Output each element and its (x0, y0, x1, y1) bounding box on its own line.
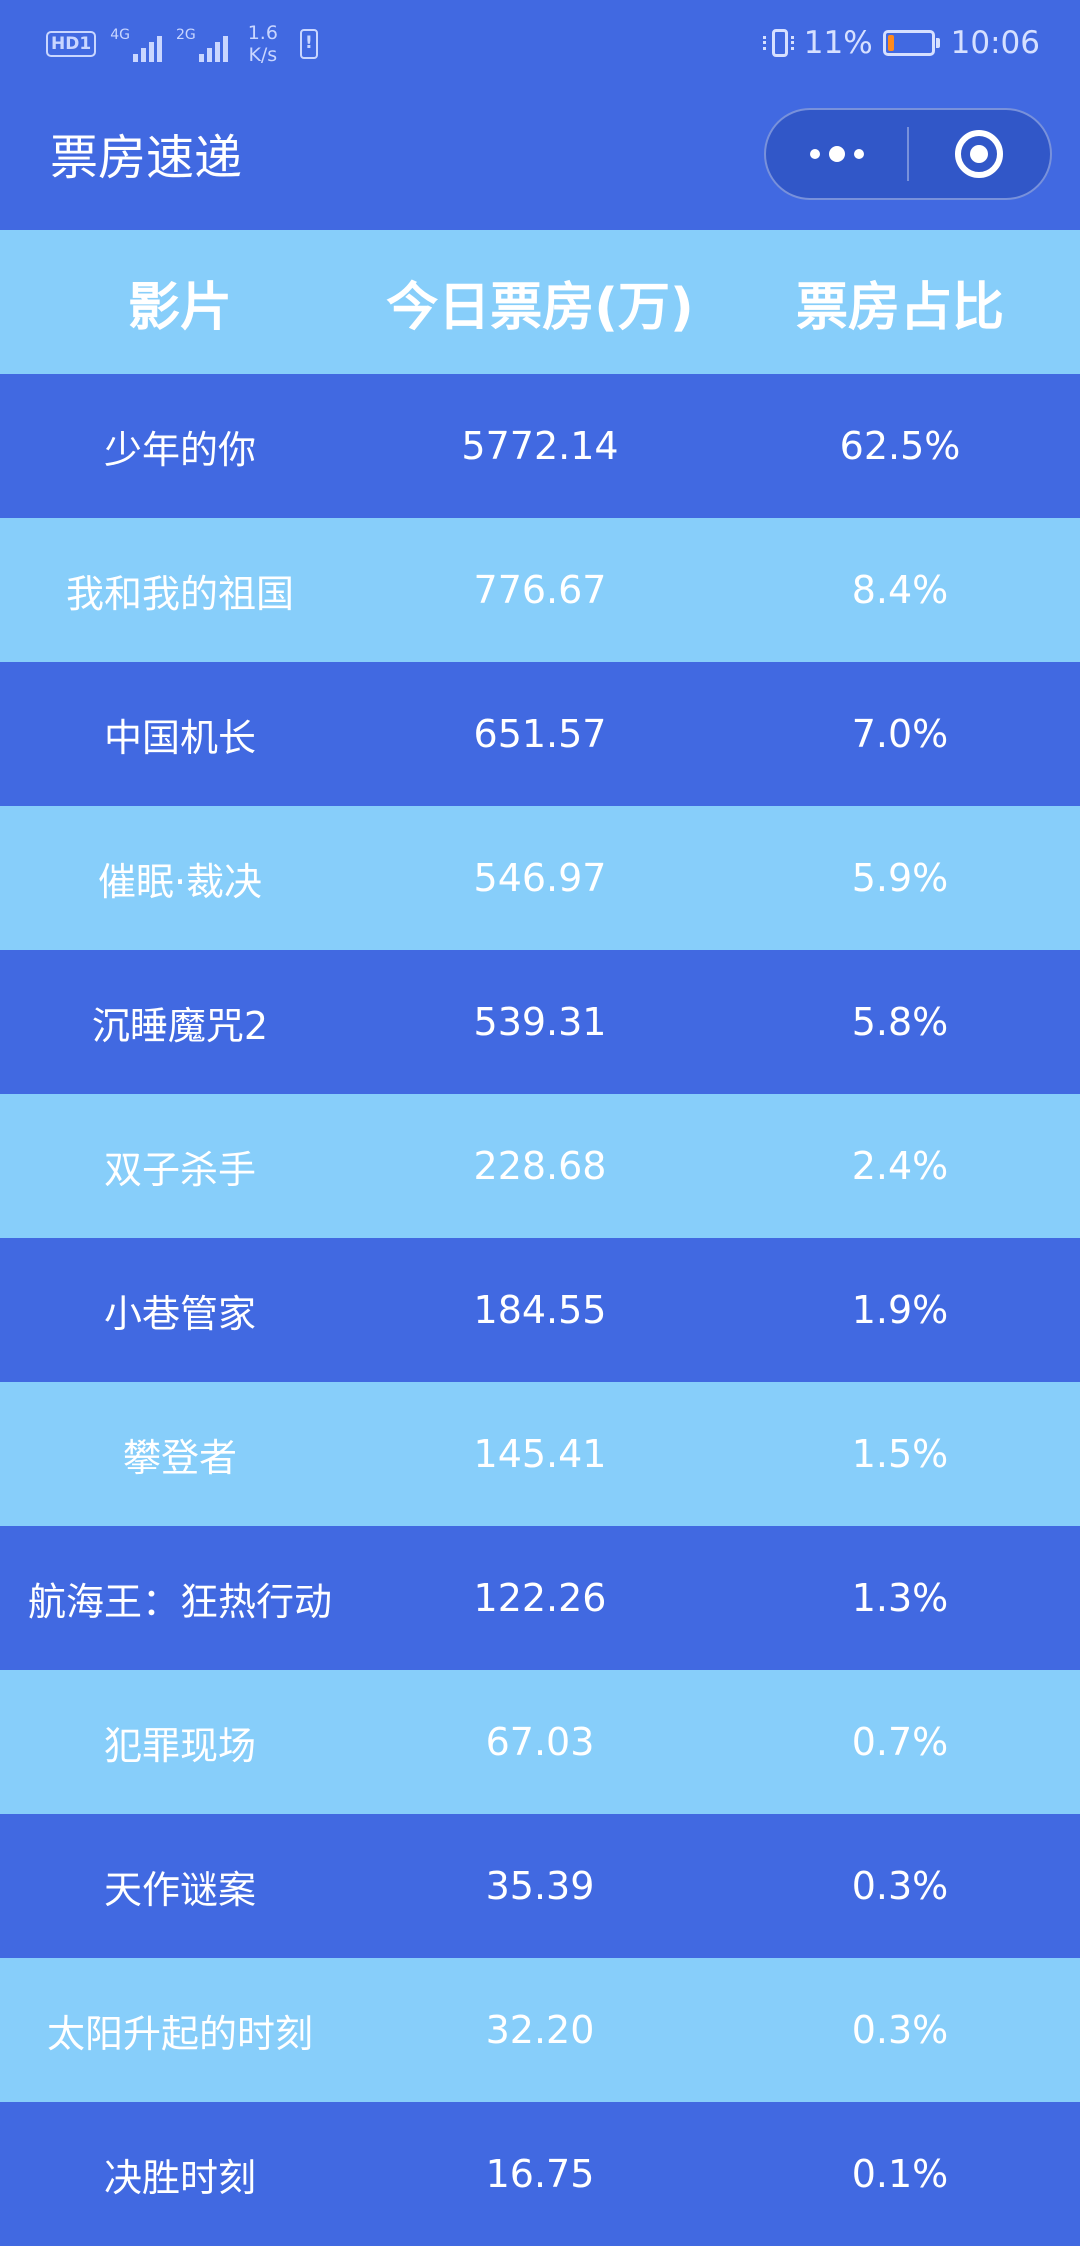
target-circle-icon (955, 130, 1004, 178)
box-office-value: 228.68 (473, 1144, 607, 1188)
box-office-share: 2.4% (851, 1144, 949, 1188)
table-row[interactable]: 攀登者 145.41 1.5% (0, 1382, 1080, 1526)
signal-2g-icon: 2G (176, 26, 228, 62)
table-header: 影片 今日票房(万) 票房占比 (0, 230, 1080, 374)
table-row[interactable]: 犯罪现场 67.03 0.7% (0, 1670, 1080, 1814)
box-office-value: 5772.14 (461, 424, 619, 468)
box-office-share: 0.3% (851, 1864, 949, 1908)
box-office-value: 32.20 (485, 2008, 595, 2052)
film-name: 攀登者 (122, 1435, 237, 1480)
table-row[interactable]: 小巷管家 184.55 1.9% (0, 1238, 1080, 1382)
signal-4g-icon: 4G (110, 26, 162, 62)
signal-bars-1 (132, 32, 162, 62)
table-row[interactable]: 我和我的祖国 776.67 8.4% (0, 518, 1080, 662)
film-name: 我和我的祖国 (65, 571, 294, 616)
battery-level-fill (887, 35, 894, 51)
table-row[interactable]: 少年的你 5772.14 62.5% (0, 374, 1080, 518)
table-row[interactable]: 航海王：狂热行动 122.26 1.3% (0, 1526, 1080, 1670)
box-office-value: 776.67 (473, 568, 607, 612)
box-office-share: 0.7% (851, 1720, 949, 1764)
signal-bars-2 (198, 32, 228, 62)
hd-label: HD (51, 34, 80, 54)
film-name: 中国机长 (103, 715, 256, 760)
film-name: 犯罪现场 (103, 1723, 256, 1768)
more-menu-button[interactable] (766, 110, 907, 198)
box-office-table: 影片 今日票房(万) 票房占比 少年的你 5772.14 62.5% 我和我的祖… (0, 230, 1080, 2246)
film-name: 决胜时刻 (103, 2155, 256, 2200)
box-office-share: 8.4% (851, 568, 949, 612)
box-office-value: 122.26 (473, 1576, 607, 1620)
header-today-box-office: 今日票房(万) (386, 277, 694, 338)
mini-program-capsule (764, 108, 1052, 200)
film-name: 小巷管家 (103, 1291, 256, 1336)
table-row[interactable]: 催眠·裁决 546.97 5.9% (0, 806, 1080, 950)
box-office-value: 651.57 (473, 712, 607, 756)
table-row[interactable]: 沉睡魔咒2 539.31 5.8% (0, 950, 1080, 1094)
box-office-share: 0.3% (851, 2008, 949, 2052)
header-film: 影片 (127, 277, 232, 338)
film-name: 催眠·裁决 (97, 859, 263, 904)
box-office-value: 16.75 (485, 2152, 595, 2196)
film-name: 航海王：狂热行动 (27, 1579, 332, 1624)
table-row[interactable]: 天作谜案 35.39 0.3% (0, 1814, 1080, 1958)
table-row[interactable]: 太阳升起的时刻 32.20 0.3% (0, 1958, 1080, 2102)
box-office-share: 5.9% (851, 856, 949, 900)
box-office-share: 0.1% (851, 2152, 949, 2196)
header-share: 票房占比 (795, 277, 1004, 338)
film-name: 少年的你 (103, 427, 256, 472)
box-office-value: 184.55 (473, 1288, 607, 1332)
film-name: 天作谜案 (103, 1867, 256, 1912)
signal-4g-label: 4G (110, 27, 130, 43)
box-office-value: 67.03 (485, 1720, 595, 1764)
battery-percent: 11% (803, 25, 873, 61)
status-left-group: HD1 4G 2G 1.6 K/s (46, 20, 318, 68)
capsule-divider (907, 127, 909, 181)
status-right-group: 11% 10:06 (762, 20, 1040, 66)
status-bar: HD1 4G 2G 1.6 K/s 11% 10:06 (0, 0, 1080, 86)
hd-sub-label: 1 (79, 34, 92, 54)
box-office-share: 7.0% (851, 712, 949, 756)
box-office-share: 1.9% (851, 1288, 949, 1332)
table-row[interactable]: 决胜时刻 16.75 0.1% (0, 2102, 1080, 2246)
network-speed-value: 1.6 (247, 22, 278, 44)
page-title: 票房速递 (50, 130, 243, 186)
signal-2g-label: 2G (175, 27, 196, 43)
film-name: 沉睡魔咒2 (91, 1003, 269, 1048)
film-name: 双子杀手 (103, 1147, 256, 1192)
box-office-value: 145.41 (473, 1432, 607, 1476)
box-office-value: 546.97 (473, 856, 607, 900)
table-row[interactable]: 双子杀手 228.68 2.4% (0, 1094, 1080, 1238)
box-office-share: 5.8% (851, 1000, 949, 1044)
close-mini-program-button[interactable] (909, 110, 1050, 198)
network-speed: 1.6 K/s (248, 22, 278, 66)
table-row[interactable]: 中国机长 651.57 7.0% (0, 662, 1080, 806)
battery-alert-icon (299, 29, 318, 59)
box-office-value: 539.31 (473, 1000, 607, 1044)
film-name: 太阳升起的时刻 (46, 2011, 313, 2056)
box-office-share: 1.5% (851, 1432, 949, 1476)
network-speed-unit: K/s (248, 44, 278, 66)
box-office-value: 35.39 (485, 1864, 595, 1908)
hd-voice-icon: HD1 (46, 31, 97, 57)
more-dots-icon (809, 146, 864, 162)
box-office-share: 62.5% (839, 424, 961, 468)
battery-icon (882, 30, 940, 56)
vibrate-icon (762, 29, 794, 57)
app-bar: 票房速递 (0, 86, 1080, 230)
box-office-share: 1.3% (851, 1576, 949, 1620)
clock: 10:06 (950, 25, 1040, 61)
